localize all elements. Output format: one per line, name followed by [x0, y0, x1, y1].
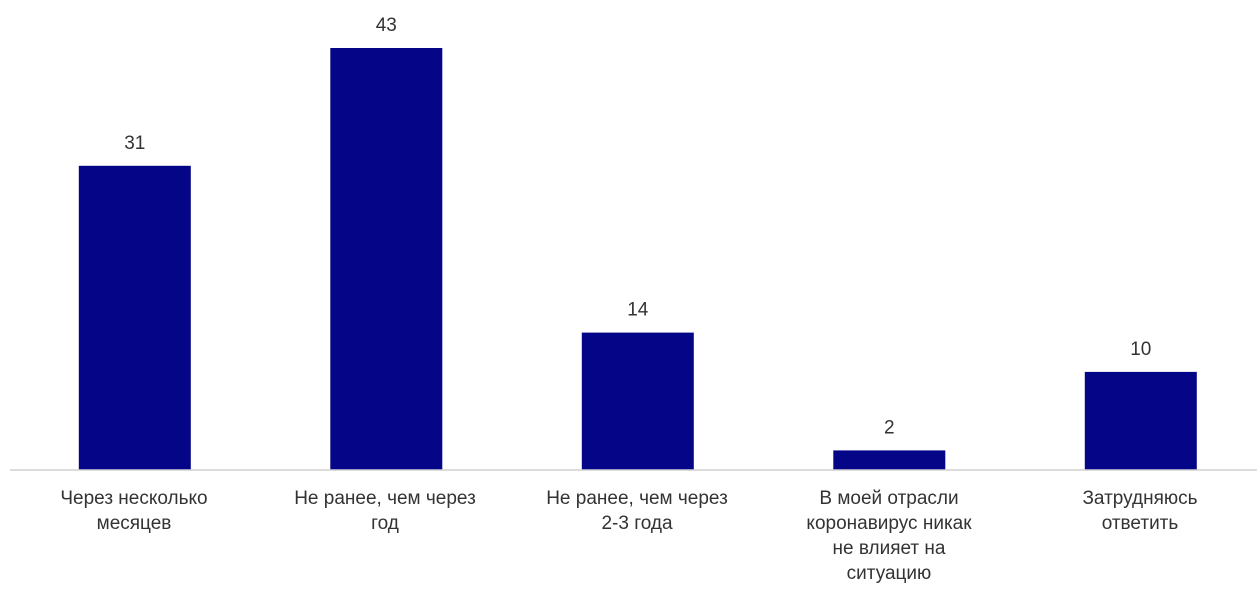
bar-value-label: 31: [124, 133, 145, 154]
bar-value-label: 10: [1130, 339, 1151, 360]
bar: [833, 450, 946, 470]
bar-value-label: 2: [884, 417, 895, 438]
bar: [1084, 371, 1197, 470]
category-label: В моей отрасли коронавирус никак не влия…: [806, 488, 972, 584]
category-label: Не ранее, чем через 2-3 года: [546, 488, 728, 534]
bar: [330, 48, 443, 470]
category-label: Затрудняюсь ответить: [1082, 488, 1198, 534]
bar-value-label: 43: [376, 15, 397, 36]
bar: [581, 332, 694, 470]
bar-value-label: 14: [627, 300, 649, 321]
category-label: Через несколько месяцев: [60, 488, 208, 534]
category-label: Не ранее, чем через год: [294, 488, 476, 534]
bar: [78, 165, 191, 471]
